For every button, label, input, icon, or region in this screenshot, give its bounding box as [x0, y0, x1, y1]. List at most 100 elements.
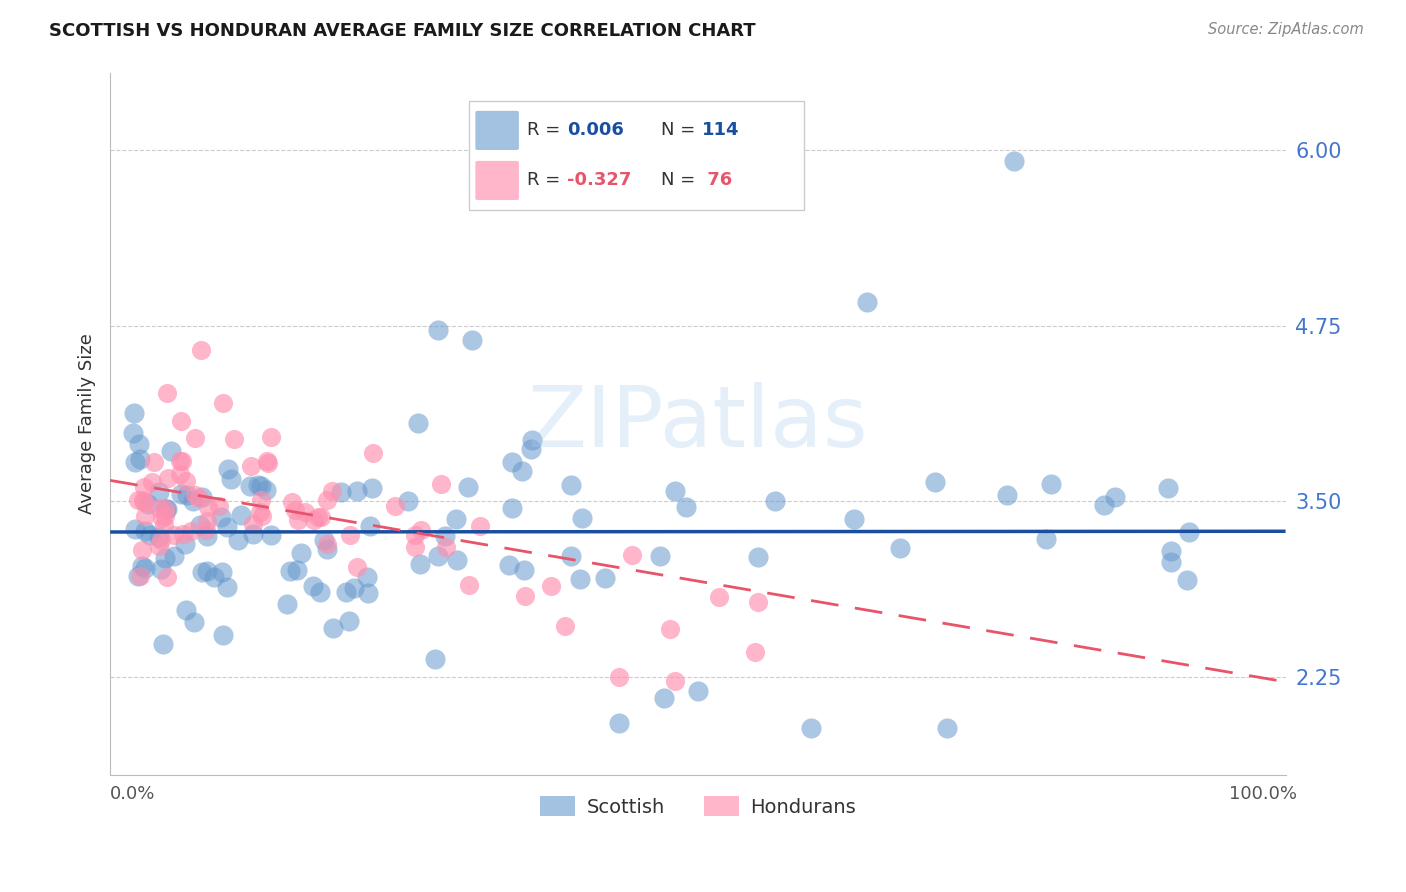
Point	[138, 497, 160, 511]
Point	[664, 673, 686, 688]
Point	[143, 455, 166, 469]
Point	[554, 619, 576, 633]
Point	[322, 621, 344, 635]
Point	[747, 549, 769, 564]
Point	[423, 652, 446, 666]
Point	[156, 570, 179, 584]
Point	[254, 483, 277, 497]
Point	[156, 385, 179, 400]
Point	[278, 565, 301, 579]
Point	[995, 488, 1018, 502]
Point	[190, 566, 212, 580]
Point	[280, 495, 302, 509]
Point	[294, 505, 316, 519]
Point	[404, 540, 426, 554]
Point	[316, 493, 339, 508]
Point	[150, 562, 173, 576]
Point	[250, 492, 273, 507]
Point	[343, 581, 366, 595]
Point	[188, 518, 211, 533]
Point	[155, 502, 177, 516]
Point	[242, 527, 264, 541]
Point	[1178, 524, 1201, 539]
Point	[257, 456, 280, 470]
Point	[209, 509, 232, 524]
Point	[212, 628, 235, 642]
Text: ZIPatlas: ZIPatlas	[527, 383, 868, 466]
Point	[134, 495, 156, 509]
Point	[569, 572, 592, 586]
Point	[160, 444, 183, 458]
Point	[197, 500, 219, 514]
Point	[406, 416, 429, 430]
Point	[181, 494, 204, 508]
Point	[621, 548, 644, 562]
Point	[139, 527, 162, 541]
Point	[1175, 574, 1198, 588]
Point	[1035, 532, 1057, 546]
Point	[800, 722, 823, 736]
Point	[309, 585, 332, 599]
Point	[183, 615, 205, 630]
Point	[163, 549, 186, 563]
Point	[316, 541, 339, 556]
Point	[302, 513, 325, 527]
Point	[231, 508, 253, 522]
Point	[284, 503, 307, 517]
Point	[172, 527, 194, 541]
Point	[224, 432, 246, 446]
Point	[195, 523, 218, 537]
Point	[356, 570, 378, 584]
Point	[250, 508, 273, 523]
Point	[747, 595, 769, 609]
Point	[1002, 154, 1025, 169]
Point	[1104, 491, 1126, 505]
Point	[461, 333, 484, 347]
Point	[501, 455, 523, 469]
Point	[131, 543, 153, 558]
Point	[172, 454, 194, 468]
Point	[287, 563, 309, 577]
Point	[134, 561, 156, 575]
Point	[195, 529, 218, 543]
Point	[163, 528, 186, 542]
Point	[935, 722, 957, 736]
Point	[256, 454, 278, 468]
Point	[360, 481, 382, 495]
Point	[174, 474, 197, 488]
Point	[315, 536, 337, 550]
Point	[1092, 498, 1115, 512]
Point	[607, 669, 630, 683]
Point	[184, 488, 207, 502]
Point	[240, 458, 263, 473]
Point	[195, 514, 218, 528]
Point	[124, 455, 146, 469]
Point	[409, 524, 432, 538]
Point	[156, 471, 179, 485]
Point	[513, 589, 536, 603]
Point	[520, 433, 543, 447]
Point	[129, 569, 152, 583]
Point	[153, 502, 176, 516]
Point	[744, 645, 766, 659]
Point	[188, 491, 211, 505]
Point	[217, 580, 239, 594]
Point	[842, 512, 865, 526]
Point	[468, 518, 491, 533]
Point	[1039, 476, 1062, 491]
Text: Source: ZipAtlas.com: Source: ZipAtlas.com	[1208, 22, 1364, 37]
Point	[346, 483, 368, 498]
Point	[356, 586, 378, 600]
Point	[134, 480, 156, 494]
Point	[128, 452, 150, 467]
Point	[247, 477, 270, 491]
Point	[1160, 556, 1182, 570]
Point	[540, 579, 562, 593]
Point	[212, 396, 235, 410]
Point	[150, 511, 173, 525]
Point	[560, 549, 582, 563]
Point	[856, 294, 879, 309]
Point	[242, 516, 264, 531]
Point	[176, 488, 198, 502]
Point	[127, 569, 149, 583]
